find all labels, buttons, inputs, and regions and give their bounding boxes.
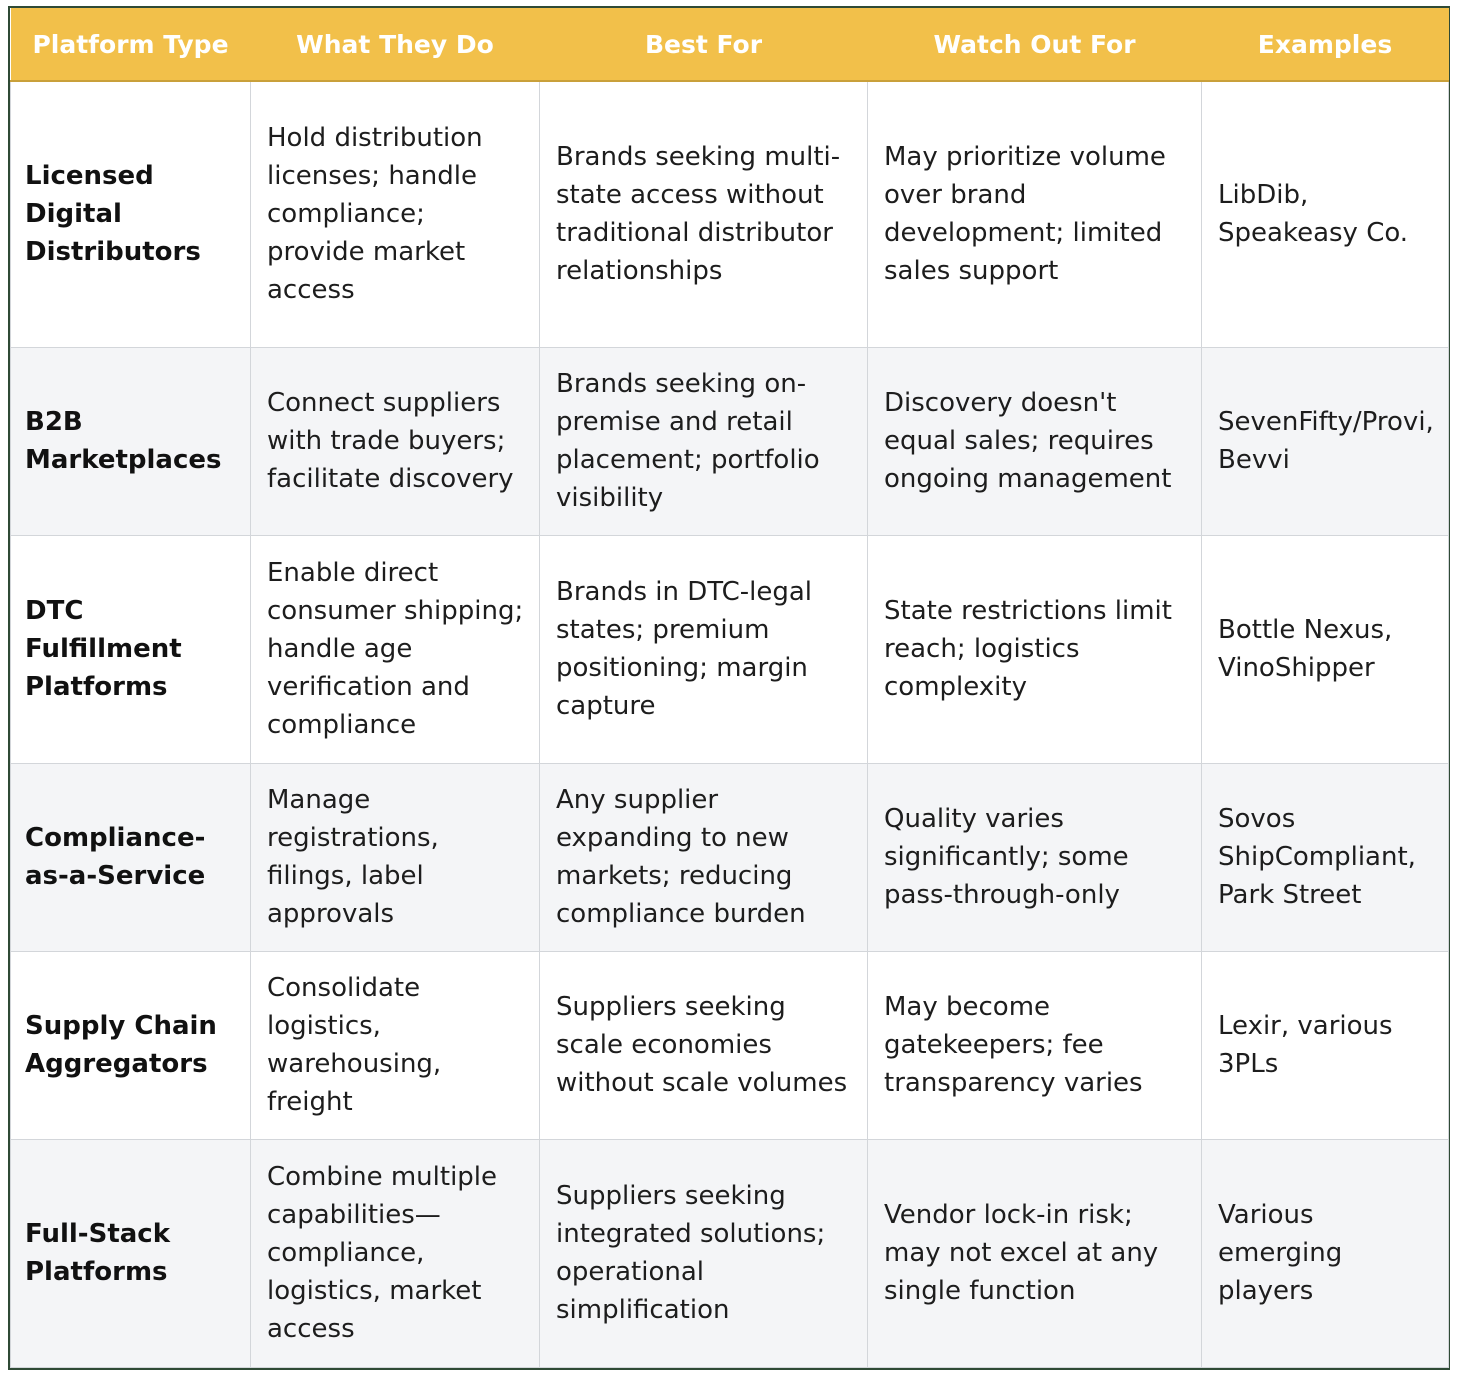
row-header-cell: B2B Marketplaces xyxy=(10,346,251,536)
column-header: Best For xyxy=(539,8,868,82)
table-cell: Suppliers seeking integrated solutions; … xyxy=(539,1138,868,1368)
row-header-cell: Full-Stack Platforms xyxy=(10,1138,251,1368)
table-frame: Platform Type What They Do Best For Watch O… xyxy=(8,6,1450,1370)
table-cell: Combine multiple capabilities—compliance… xyxy=(250,1138,540,1368)
table-cell: Any supplier expanding to new markets; r… xyxy=(539,762,868,952)
table-cell: Manage registrations, filings, label app… xyxy=(250,762,540,952)
table-cell: Brands in DTC-legal states; premium posi… xyxy=(539,534,868,764)
table-cell: Connect suppliers with trade buyers; fac… xyxy=(250,346,540,536)
table-cell: Lexir, various 3PLs xyxy=(1201,950,1449,1140)
table-cell: Sovos ShipCompliant, Park Street xyxy=(1201,762,1449,952)
table-cell: Quality varies significantly; some pass-… xyxy=(867,762,1202,952)
table-cell: Hold distribution licenses; handle compl… xyxy=(250,80,540,348)
row-header-cell: Supply Chain Aggregators xyxy=(10,950,251,1140)
row-header-cell: Licensed Digital Distributors xyxy=(10,80,251,348)
table-cell: May become gatekeepers; fee transparency… xyxy=(867,950,1202,1140)
table-row: B2B Marketplaces Connect suppliers with t… xyxy=(10,346,1449,536)
table-cell: Various emerging players xyxy=(1201,1138,1449,1368)
table-cell: Brands seeking multi-state access withou… xyxy=(539,80,868,348)
column-header: Watch Out For xyxy=(867,8,1202,82)
column-header: What They Do xyxy=(250,8,540,82)
table-cell: Brands seeking on-premise and retail pla… xyxy=(539,346,868,536)
row-header-cell: Compliance-as-a-Service xyxy=(10,762,251,952)
header-row: Platform Type What They Do Best For Watch O… xyxy=(10,8,1449,82)
table-row: Compliance-as-a-Service Manage registrati… xyxy=(10,762,1449,952)
row-header-cell: DTC Fulfillment Platforms xyxy=(10,534,251,764)
platform-table: Platform Type What They Do Best For Watch O… xyxy=(10,8,1449,1368)
table-row: Licensed Digital Distributors Hold distri… xyxy=(10,80,1449,348)
table-cell: Vendor lock-in risk; may not excel at an… xyxy=(867,1138,1202,1368)
table-row: Supply Chain Aggregators Consolidate logi… xyxy=(10,950,1449,1140)
table-cell: State restrictions limit reach; logistic… xyxy=(867,534,1202,764)
table-cell: LibDib, Speakeasy Co. xyxy=(1201,80,1449,348)
column-header: Platform Type xyxy=(10,8,251,82)
table-cell: SevenFifty/Provi, Bevvi xyxy=(1201,346,1449,536)
table-cell: Discovery doesn't equal sales; requires … xyxy=(867,346,1202,536)
table-row: Full-Stack Platforms Combine multiple cap… xyxy=(10,1138,1449,1368)
table-row: DTC Fulfillment Platforms Enable direct c… xyxy=(10,534,1449,764)
table-cell: Suppliers seeking scale economies withou… xyxy=(539,950,868,1140)
table-cell: Bottle Nexus, VinoShipper xyxy=(1201,534,1449,764)
column-header: Examples xyxy=(1201,8,1449,82)
table-cell: Consolidate logistics, warehousing, frei… xyxy=(250,950,540,1140)
table-body: Licensed Digital Distributors Hold distri… xyxy=(10,80,1449,1368)
table-cell: Enable direct consumer shipping; handle … xyxy=(250,534,540,764)
table-cell: May prioritize volume over brand develop… xyxy=(867,80,1202,348)
